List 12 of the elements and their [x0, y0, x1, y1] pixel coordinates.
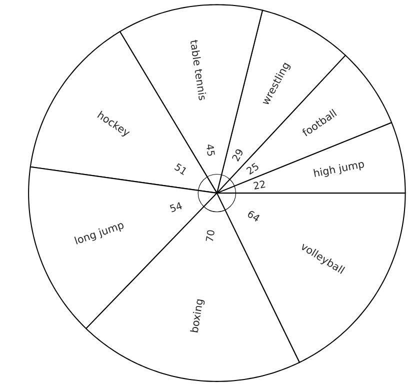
slice-label: table tennis [190, 40, 206, 100]
slice-label: long jump [74, 223, 124, 244]
data-label: 45 [206, 144, 215, 156]
data-label: 25 [246, 162, 258, 175]
slice-label: high jump [314, 162, 364, 177]
data-label: 29 [232, 149, 242, 162]
data-label: 64 [248, 210, 260, 222]
slice-label: boxing [190, 299, 205, 332]
data-label: 54 [170, 202, 182, 212]
data-label: 70 [206, 230, 214, 241]
data-label: 51 [174, 163, 186, 175]
data-label: 22 [253, 180, 266, 190]
